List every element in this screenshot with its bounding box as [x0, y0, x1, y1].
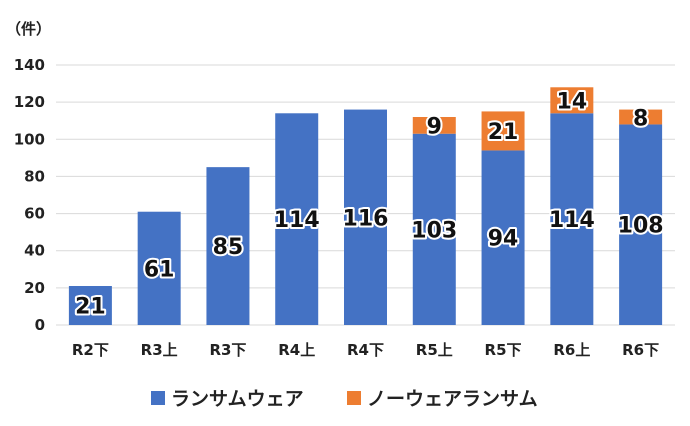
y-axis-ticks: 0 20 40 60 80 100 120 140	[14, 56, 45, 334]
data-label-ransomware: 116	[343, 206, 389, 231]
bar-ransomware	[275, 113, 319, 326]
bars	[68, 87, 663, 326]
bar-noware	[550, 87, 594, 114]
y-tick-label: 120	[14, 93, 45, 111]
x-category-label: R2下	[72, 341, 109, 359]
bar-noware	[412, 117, 456, 134]
bar-ransomware	[619, 124, 663, 325]
bar-ransomware	[550, 113, 594, 326]
data-label-ransomware: 114	[549, 208, 595, 233]
x-category-label: R4下	[347, 341, 384, 359]
y-axis-unit-label: （件）	[6, 20, 51, 38]
x-category-label: R5下	[485, 341, 522, 359]
x-category-label: R3下	[209, 341, 246, 359]
bar-noware	[619, 109, 663, 125]
y-tick-label: 40	[24, 242, 45, 260]
y-tick-label: 80	[24, 167, 45, 185]
legend: ランサムウェア ノーウェアランサム	[151, 388, 538, 410]
y-tick-label: 20	[24, 279, 45, 297]
x-category-label: R3上	[141, 341, 178, 359]
y-tick-label: 0	[35, 316, 45, 334]
y-tick-label: 100	[14, 130, 45, 148]
legend-swatch-ransomware	[151, 391, 165, 405]
data-label-ransomware: 61	[144, 257, 175, 282]
data-label-ransomware: 85	[213, 235, 244, 260]
bar-ransomware	[68, 286, 112, 325]
bar-noware	[481, 111, 525, 151]
x-axis-labels: R2下 R3上 R3下 R4上 R4下 R5上 R5下 R6上 R6下	[72, 341, 659, 359]
x-category-label: R4上	[278, 341, 315, 359]
data-label-noware: 21	[488, 120, 519, 145]
data-label-noware: 9	[427, 114, 442, 139]
legend-label-ransomware: ランサムウェア	[171, 388, 304, 410]
data-label-noware: 14	[557, 89, 588, 114]
x-category-label: R5上	[416, 341, 453, 359]
y-tick-label: 60	[24, 205, 45, 223]
bar-ransomware	[206, 167, 250, 325]
bar-ransomware	[344, 109, 387, 325]
data-label-ransomware: 94	[488, 227, 519, 252]
bar-ransomware	[481, 150, 525, 325]
data-label-ransomware: 108	[618, 214, 664, 239]
data-label-ransomware: 114	[274, 208, 320, 233]
bar-ransomware	[137, 211, 181, 325]
x-category-label: R6下	[622, 341, 659, 359]
x-category-label: R6上	[553, 341, 590, 359]
bar-ransomware	[412, 133, 456, 325]
legend-swatch-noware	[347, 391, 361, 405]
data-label-ransomware: 21	[75, 295, 106, 320]
legend-label-noware: ノーウェアランサム	[367, 388, 538, 410]
data-labels: 21 61 85 114 116 103 9 94 21 114 14 108 8	[73, 87, 666, 321]
data-label-ransomware: 103	[411, 218, 457, 243]
y-tick-label: 140	[14, 56, 45, 74]
data-label-noware: 8	[633, 107, 648, 132]
